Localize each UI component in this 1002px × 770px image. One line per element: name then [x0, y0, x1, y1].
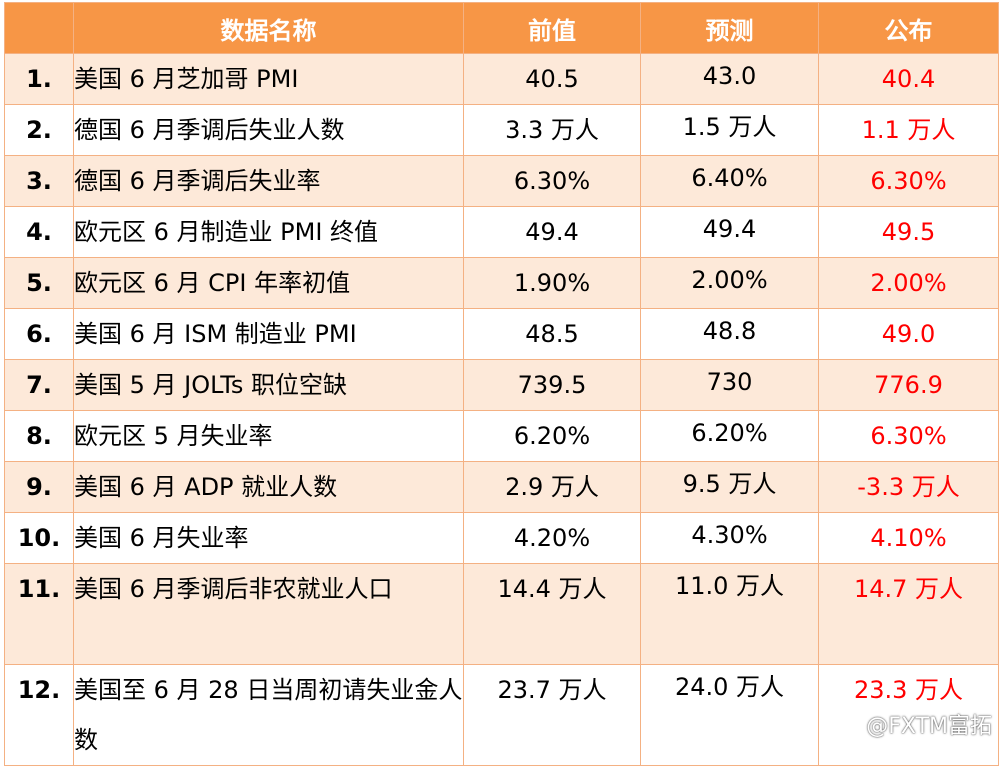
table-row: 10. 美国 6 月失业率 4.20% 4.30% 4.10%	[4, 512, 999, 564]
row-prev-value: 3.3 万人	[463, 104, 641, 156]
row-number: 1.	[4, 53, 74, 105]
row-number: 11.	[4, 563, 74, 665]
row-actual-value: 23.3 万人	[818, 664, 999, 766]
row-number: 9.	[4, 461, 74, 513]
row-name: 欧元区 5 月失业率	[73, 410, 464, 462]
row-forecast-text: 11.0 万人	[674, 572, 785, 600]
row-name: 美国 5 月 JOLTs 职位空缺	[73, 359, 464, 411]
row-number: 8.	[4, 410, 74, 462]
table-row: 8. 欧元区 5 月失业率 6.20% 6.20% 6.30%	[4, 410, 999, 462]
row-actual-value: 49.5	[818, 206, 999, 258]
row-forecast-text: 43.0	[702, 62, 757, 90]
row-number: 12.	[4, 664, 74, 766]
row-number: 6.	[4, 308, 74, 360]
row-forecast-text: 9.5 万人	[682, 470, 777, 498]
table-row: 5. 欧元区 6 月 CPI 年率初值 1.90% 2.00% 2.00%	[4, 257, 999, 309]
table-header-row: 数据名称 前值 预测 公布	[4, 2, 999, 54]
table-row: 7. 美国 5 月 JOLTs 职位空缺 739.5 730 776.9	[4, 359, 999, 411]
row-actual-value: 6.30%	[818, 410, 999, 462]
row-number: 10.	[4, 512, 74, 564]
row-forecast-text: 24.0 万人	[674, 673, 785, 701]
row-actual-value: 2.00%	[818, 257, 999, 309]
row-prev-value: 2.9 万人	[463, 461, 641, 513]
header-name: 数据名称	[73, 2, 464, 54]
row-number: 4.	[4, 206, 74, 258]
row-prev-value: 40.5	[463, 53, 641, 105]
row-actual-value: 776.9	[818, 359, 999, 411]
row-forecast-value: 11.0 万人	[640, 563, 819, 665]
watermark-logo: @FXTM富拓	[866, 714, 992, 739]
row-prev-value: 6.20%	[463, 410, 641, 462]
table-row: 9. 美国 6 月 ADP 就业人数 2.9 万人 9.5 万人 -3.3 万人	[4, 461, 999, 513]
row-actual-value: 49.0	[818, 308, 999, 360]
row-prev-value: 48.5	[463, 308, 641, 360]
header-num	[4, 2, 74, 54]
row-forecast-text: 6.20%	[691, 419, 768, 447]
header-forecast: 预测	[640, 2, 819, 54]
table-row: 6. 美国 6 月 ISM 制造业 PMI 48.5 48.8 49.0	[4, 308, 999, 360]
row-actual-value: 6.30%	[818, 155, 999, 207]
row-forecast-value: 9.5 万人	[640, 461, 819, 513]
row-name: 美国至 6 月 28 日当周初请失业金人数	[73, 664, 464, 766]
row-prev-value: 23.7 万人	[463, 664, 641, 766]
row-actual-value: 1.1 万人	[818, 104, 999, 156]
header-actual: 公布	[818, 2, 999, 54]
row-forecast-text: 48.8	[702, 317, 757, 345]
row-name: 德国 6 月季调后失业率	[73, 155, 464, 207]
row-forecast-value: 49.4	[640, 206, 819, 258]
row-forecast-text: 2.00%	[691, 266, 768, 294]
row-name: 欧元区 6 月制造业 PMI 终值	[73, 206, 464, 258]
row-actual-value: 4.10%	[818, 512, 999, 564]
row-forecast-text: 730	[706, 368, 753, 396]
row-name: 美国 6 月季调后非农就业人口	[73, 563, 464, 665]
row-forecast-value: 6.20%	[640, 410, 819, 462]
row-prev-value: 14.4 万人	[463, 563, 641, 665]
row-number: 7.	[4, 359, 74, 411]
row-actual-value: 14.7 万人	[818, 563, 999, 665]
row-forecast-value: 6.40%	[640, 155, 819, 207]
row-name: 欧元区 6 月 CPI 年率初值	[73, 257, 464, 309]
row-forecast-text: 4.30%	[691, 521, 768, 549]
row-forecast-value: 730	[640, 359, 819, 411]
table-row: 3. 德国 6 月季调后失业率 6.30% 6.40% 6.30%	[4, 155, 999, 207]
row-prev-value: 49.4	[463, 206, 641, 258]
row-prev-value: 6.30%	[463, 155, 641, 207]
row-name: 美国 6 月失业率	[73, 512, 464, 564]
row-forecast-text: 1.5 万人	[682, 113, 777, 141]
table-row: 4. 欧元区 6 月制造业 PMI 终值 49.4 49.4 49.5	[4, 206, 999, 258]
table-row: 12. 美国至 6 月 28 日当周初请失业金人数 23.7 万人 24.0 万人 23…	[4, 664, 999, 766]
row-number: 3.	[4, 155, 74, 207]
row-forecast-text: 6.40%	[691, 164, 768, 192]
row-forecast-value: 4.30%	[640, 512, 819, 564]
table-row: 11. 美国 6 月季调后非农就业人口 14.4 万人 11.0 万人 14.7 万人	[4, 563, 999, 665]
row-name: 美国 6 月 ADP 就业人数	[73, 461, 464, 513]
row-name: 美国 6 月 ISM 制造业 PMI	[73, 308, 464, 360]
header-prev: 前值	[463, 2, 641, 54]
row-prev-value: 1.90%	[463, 257, 641, 309]
row-number: 5.	[4, 257, 74, 309]
row-prev-value: 739.5	[463, 359, 641, 411]
row-actual-value: -3.3 万人	[818, 461, 999, 513]
row-prev-value: 4.20%	[463, 512, 641, 564]
table-row: 2. 德国 6 月季调后失业人数 3.3 万人 1.5 万人 1.1 万人	[4, 104, 999, 156]
row-number: 2.	[4, 104, 74, 156]
row-forecast-value: 1.5 万人	[640, 104, 819, 156]
table-row: 1. 美国 6 月芝加哥 PMI 40.5 43.0 40.4	[4, 53, 999, 105]
row-forecast-value: 2.00%	[640, 257, 819, 309]
table-body: 1. 美国 6 月芝加哥 PMI 40.5 43.0 40.4 2. 德国 6 月季调后失业…	[4, 53, 999, 766]
row-name: 德国 6 月季调后失业人数	[73, 104, 464, 156]
row-forecast-value: 24.0 万人	[640, 664, 819, 766]
row-actual-value: 40.4	[818, 53, 999, 105]
row-forecast-value: 48.8	[640, 308, 819, 360]
row-name: 美国 6 月芝加哥 PMI	[73, 53, 464, 105]
row-forecast-text: 49.4	[702, 215, 757, 243]
economic-data-table: 数据名称 前值 预测 公布 1. 美国 6 月芝加哥 PMI 40.5 43.0 40.…	[4, 2, 999, 766]
row-forecast-value: 43.0	[640, 53, 819, 105]
